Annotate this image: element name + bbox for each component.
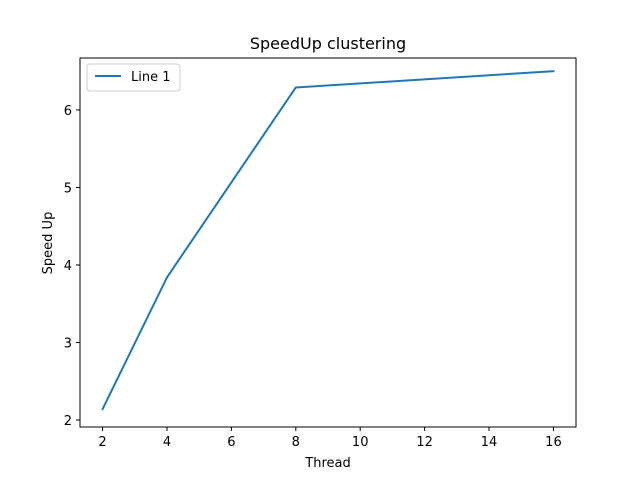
x-tick-label: 14 bbox=[481, 435, 498, 450]
x-tick-label: 16 bbox=[545, 435, 562, 450]
legend: Line 1 bbox=[86, 63, 181, 92]
ticks-layer: 2 4 6 8 10 12 14 16 2 3 4 5 6 bbox=[64, 104, 562, 450]
y-tick-label: 5 bbox=[64, 181, 72, 196]
y-tick-label: 3 bbox=[64, 337, 72, 352]
legend-box bbox=[86, 63, 181, 92]
x-tick-label: 8 bbox=[292, 435, 300, 450]
x-tick-label: 2 bbox=[98, 435, 106, 450]
chart-title: SpeedUp clustering bbox=[250, 34, 406, 53]
x-tick-label: 12 bbox=[416, 435, 433, 450]
plot-area: 2 4 6 8 10 12 14 16 2 3 4 5 6 bbox=[64, 57, 577, 450]
plot-background bbox=[80, 58, 576, 427]
x-tick-label: 4 bbox=[163, 435, 171, 450]
x-tick-label: 6 bbox=[227, 435, 235, 450]
legend-label-line-1: Line 1 bbox=[131, 70, 171, 85]
series-line-1 bbox=[101, 70, 555, 411]
series-layer bbox=[101, 70, 555, 411]
y-tick-label: 4 bbox=[64, 259, 72, 274]
y-tick-label: 6 bbox=[64, 104, 72, 119]
x-tick-label: 10 bbox=[352, 435, 369, 450]
x-axis-title: Thread bbox=[304, 456, 350, 471]
y-axis-title: Speed Up bbox=[41, 212, 56, 275]
y-tick-label: 2 bbox=[64, 414, 72, 429]
plot-frame bbox=[79, 57, 577, 428]
